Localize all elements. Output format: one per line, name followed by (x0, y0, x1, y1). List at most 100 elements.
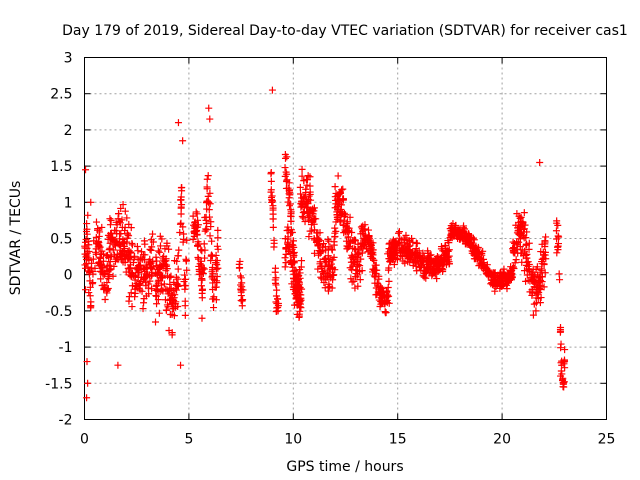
data-point-marker (306, 182, 314, 190)
data-point-marker (331, 183, 339, 191)
data-point-marker (342, 223, 350, 231)
data-point-marker (267, 177, 275, 185)
y-tick-label: 2.5 (50, 87, 72, 103)
data-point-marker (419, 272, 427, 280)
y-tick-label: 1.5 (50, 159, 72, 175)
data-point-marker (350, 259, 358, 267)
data-point-marker (131, 285, 139, 293)
data-point-marker (489, 269, 497, 277)
data-point-marker (347, 275, 355, 283)
data-point-marker (529, 311, 537, 319)
data-point-marker (94, 226, 102, 234)
data-point-marker (135, 262, 143, 270)
data-point-marker (177, 184, 185, 192)
data-point-marker (417, 254, 425, 262)
data-point-marker (294, 285, 302, 293)
data-point-marker (352, 270, 360, 278)
data-point-marker (152, 270, 160, 278)
data-point-marker (385, 245, 393, 253)
data-point-marker (173, 280, 181, 288)
data-point-marker (525, 245, 533, 253)
data-point-marker (197, 276, 205, 284)
data-point-marker (166, 286, 174, 294)
data-point-marker (82, 255, 90, 263)
data-point-marker (440, 260, 448, 268)
axis-ticks: 0 5 10 15 20 25 -2 -1.5 -1 -0.5 0 0.5 1 1.5 2 2.5 3 (45, 51, 615, 448)
data-point-marker (316, 258, 324, 266)
data-point-marker (344, 243, 352, 251)
data-point-marker (214, 234, 222, 242)
data-point-marker (523, 254, 531, 262)
data-point-marker (428, 272, 436, 280)
data-point-marker (154, 247, 162, 255)
data-point-marker (344, 218, 352, 226)
data-point-marker (364, 226, 372, 234)
data-point-marker (206, 213, 214, 221)
data-point-marker (367, 241, 375, 249)
data-point-marker (203, 175, 211, 183)
data-point-marker (377, 291, 385, 299)
data-point-marker (535, 282, 543, 290)
data-point-marker (137, 277, 145, 285)
data-point-marker (156, 232, 164, 240)
data-point-marker (206, 232, 214, 240)
data-point-marker (113, 238, 121, 246)
data-point-marker (284, 223, 292, 231)
data-point-marker (513, 210, 521, 218)
data-point-marker (354, 261, 362, 269)
data-point-marker (298, 212, 306, 220)
data-point-marker (291, 290, 299, 298)
data-point-marker (128, 241, 136, 249)
data-point-marker (487, 280, 495, 288)
data-point-marker (339, 221, 347, 229)
data-point-marker (540, 261, 548, 269)
data-point-marker (351, 245, 359, 253)
data-point-marker (138, 265, 146, 273)
data-point-marker (107, 216, 115, 224)
data-point-marker (472, 242, 480, 250)
data-point-marker (373, 291, 381, 298)
data-point-marker (336, 189, 344, 197)
data-point-marker (324, 263, 332, 271)
data-point-marker (81, 242, 89, 250)
data-point-marker (98, 223, 106, 231)
data-point-marker (384, 283, 392, 291)
data-point-marker (167, 272, 175, 280)
data-point-marker (339, 195, 347, 203)
y-tick-label: -2 (59, 413, 73, 429)
data-point-marker (179, 137, 187, 145)
data-point-marker (286, 186, 294, 194)
data-point-marker (121, 207, 129, 215)
data-point-marker (496, 274, 504, 282)
data-point-marker (480, 261, 488, 269)
data-point-marker (160, 252, 168, 260)
data-point-marker (358, 239, 366, 247)
data-point-marker (166, 273, 174, 281)
data-point-marker (389, 254, 397, 262)
data-point-marker (120, 242, 128, 250)
data-point-marker (290, 283, 298, 291)
data-point-marker (162, 306, 170, 314)
data-point-marker (360, 235, 368, 243)
data-point-marker (166, 310, 174, 318)
data-point-marker (332, 200, 340, 208)
data-point-marker (189, 235, 197, 243)
data-point-marker (555, 233, 563, 241)
data-point-marker (416, 253, 424, 261)
data-point-marker (100, 271, 108, 279)
data-point-marker (139, 305, 147, 313)
data-point-marker (500, 265, 508, 273)
data-point-marker (195, 240, 203, 248)
data-point-marker (399, 257, 407, 265)
data-point-marker (378, 285, 386, 293)
data-point-marker (371, 273, 379, 281)
data-point-marker (318, 268, 326, 276)
data-point-marker (324, 284, 332, 292)
data-point-marker (202, 216, 210, 224)
data-point-marker (123, 214, 131, 222)
data-point-marker (402, 231, 410, 239)
data-point-marker (89, 270, 97, 278)
data-point-marker (400, 248, 408, 256)
data-point-marker (554, 221, 562, 229)
